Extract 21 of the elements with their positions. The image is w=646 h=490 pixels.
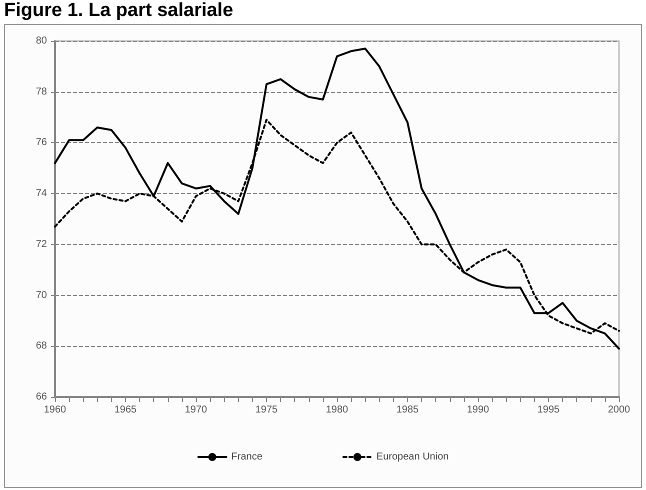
- y-tick-label: 78: [36, 86, 48, 98]
- x-tick-label: 1975: [255, 404, 278, 416]
- x-tick-label: 1985: [396, 404, 420, 416]
- y-tick-label: 74: [36, 188, 48, 200]
- x-tick-label: 1970: [184, 404, 208, 416]
- x-tick-label: 1990: [466, 404, 490, 416]
- chart-title: Figure 1. La part salariale: [4, 0, 234, 22]
- legend-label: France: [231, 452, 263, 462]
- x-tick-label: 1980: [326, 404, 349, 416]
- x-tick-label: 2000: [608, 404, 631, 416]
- y-tick-label: 80: [36, 36, 48, 46]
- y-tick-label: 66: [36, 392, 48, 402]
- y-tick-label: 76: [36, 137, 48, 148]
- x-tick-label: 1965: [114, 404, 138, 416]
- x-tick-label: 1995: [537, 404, 560, 416]
- legend-label: European Union: [376, 452, 449, 462]
- line-series: [54, 48, 620, 350]
- y-tick-label: 70: [36, 290, 48, 301]
- y-tick-label: 68: [36, 340, 48, 352]
- y-tick-label: 72: [36, 238, 48, 250]
- x-tick-label: 1960: [44, 404, 67, 416]
